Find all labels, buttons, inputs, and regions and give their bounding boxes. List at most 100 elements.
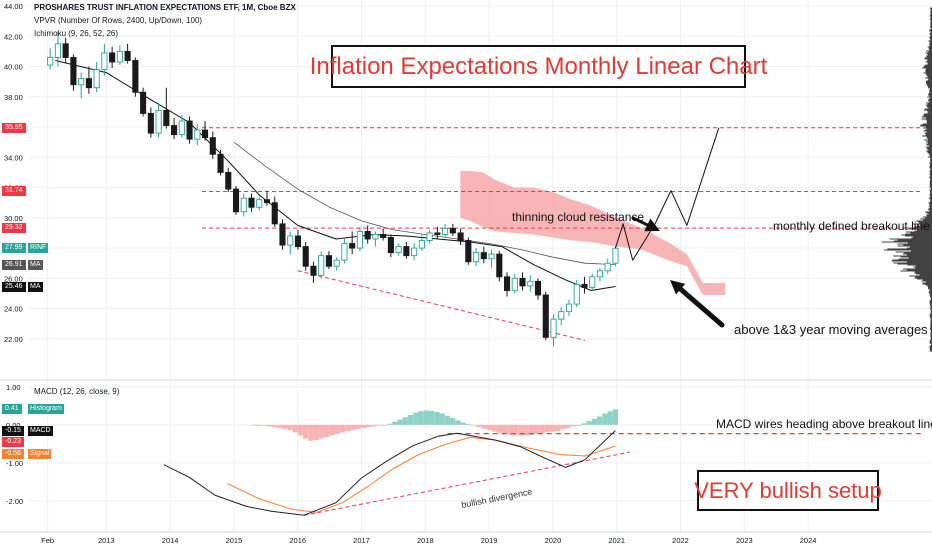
time-tick-label: 2022 (672, 536, 689, 545)
histogram-bar (366, 424, 372, 428)
time-tick-label: 2023 (736, 536, 753, 545)
histogram-bar (602, 413, 608, 425)
candle-body (294, 235, 302, 248)
candle-body (434, 232, 441, 235)
histogram-bar (339, 424, 345, 433)
candle-body (442, 227, 449, 235)
histogram-bar (413, 412, 419, 425)
divergence-label: bullish divergence (460, 486, 533, 510)
candle-body (101, 52, 108, 70)
histogram-bar (397, 419, 403, 425)
candle-body (465, 240, 472, 263)
support-trendline (297, 270, 585, 341)
macd-tick-label: -2.00 (6, 497, 23, 506)
histogram-bar (581, 423, 587, 425)
candle-body (171, 125, 178, 136)
candle-body (178, 120, 185, 136)
histogram-bar (329, 424, 335, 436)
candles (47, 31, 619, 347)
moving-average-line (55, 60, 616, 291)
price-tick-label: 26.00 (4, 274, 23, 283)
scale-value-tag: 25.46 (2, 281, 26, 292)
scale-value-tag: 31.74 (2, 186, 26, 197)
candle-body (519, 277, 526, 287)
candle-body (318, 255, 325, 276)
projection-path (614, 127, 720, 261)
histogram-bar (292, 424, 298, 433)
histogram-bar (507, 424, 514, 435)
breakout-annotation: monthly defined breakout line (773, 219, 930, 233)
candle-body (356, 230, 363, 249)
histogram-bar (308, 424, 314, 441)
histogram-bar (434, 411, 440, 425)
histogram-bar (518, 424, 524, 436)
histogram-bar (418, 411, 424, 425)
candle-body (558, 311, 565, 320)
scale-label-tag: Histogram (28, 404, 64, 414)
histogram-bar (523, 424, 529, 436)
histogram-bar (323, 424, 330, 438)
time-tick-label: 2017 (353, 536, 370, 545)
arrow-shaft (631, 216, 649, 227)
candle-body (596, 270, 604, 278)
histogram-bar (302, 424, 309, 439)
scale-value-tag: -0.56 (2, 449, 24, 459)
candle-body (581, 283, 588, 288)
candle-body (565, 303, 573, 313)
time-tick-label: 2018 (417, 536, 434, 545)
candle-body (542, 294, 549, 338)
price-tick-label: 22.00 (4, 335, 23, 344)
scale-value-tag: 35.95 (2, 122, 26, 133)
arrow-shaft (678, 286, 725, 328)
price-tick-label: 38.00 (4, 93, 23, 102)
ichimoku-cloud (460, 170, 726, 295)
candle-body (263, 199, 271, 204)
histogram-bar (260, 424, 267, 426)
divergence-trendline (304, 451, 630, 516)
scale-value-tag: 26.91 (2, 259, 26, 270)
candle-body (457, 232, 464, 241)
histogram-bar (345, 424, 351, 432)
scale-label-tag: RINF (28, 243, 49, 254)
candle-body (387, 237, 394, 254)
scale-label-tag: Signal (28, 449, 52, 459)
price-tick-label: 24.00 (4, 305, 23, 314)
candle-body (85, 78, 92, 89)
price-tick-label: 30.00 (4, 214, 23, 223)
candle-body (240, 197, 247, 213)
candle-body (140, 91, 147, 114)
histogram-bar (565, 424, 571, 428)
candle-body (341, 243, 348, 261)
time-tick-label: 2020 (545, 536, 562, 545)
candle-body (54, 43, 61, 58)
histogram-bar (271, 424, 277, 428)
cloud-annotation: thinning cloud resistance (512, 210, 645, 224)
histogram-bar (281, 424, 288, 429)
candle-body (372, 234, 379, 240)
candle-body (449, 227, 456, 234)
scale-label-tag: MA (28, 281, 43, 292)
candle-body (349, 243, 356, 249)
histogram-bar (455, 420, 461, 425)
histogram-bar (276, 424, 282, 428)
histogram-bar (402, 417, 408, 425)
histogram-bar (355, 424, 361, 430)
histogram-bar (250, 424, 256, 426)
candle-body (124, 50, 131, 61)
histogram-bar (444, 415, 450, 425)
time-tick-label: 2019 (481, 536, 498, 545)
candle-body (403, 246, 410, 257)
histogram-bar (376, 424, 382, 426)
candle-body (287, 235, 294, 246)
histogram-bar (439, 413, 445, 425)
candle-body (364, 230, 371, 240)
scale-value-tag: 27.99 (2, 243, 26, 254)
price-tick-label: 34.00 (4, 153, 23, 162)
candle-body (473, 252, 480, 263)
candle-body (480, 252, 487, 260)
histogram-bar (560, 424, 566, 430)
candle-body (62, 43, 69, 58)
histogram-bar (381, 424, 387, 426)
macd-annotation: MACD wires heading above breakout line (716, 417, 932, 431)
